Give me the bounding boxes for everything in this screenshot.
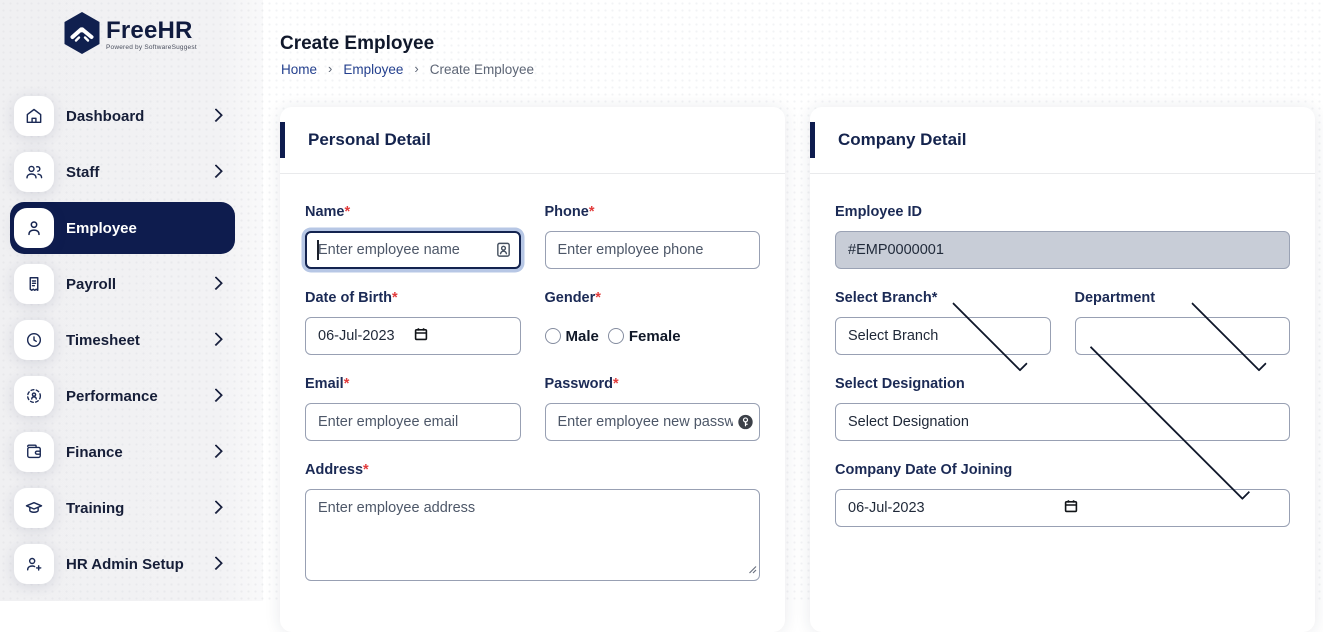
chevron-right-icon [208,388,224,403]
email-input[interactable] [305,403,521,441]
required-asterisk: * [363,462,369,478]
dob-label: Date of Birth* [305,290,398,306]
breadcrumb-separator: › [414,61,419,76]
clock-icon [14,320,54,360]
personal-detail-title: Personal Detail [308,130,431,149]
personal-detail-card: Personal Detail Name* Phone* [280,107,785,632]
sidebar: FreeHR Powered by SoftwareSuggest Dashbo… [0,0,263,601]
sidebar-item-payroll[interactable]: Payroll [0,256,263,312]
freehr-hexagon-handshake-icon [62,11,102,60]
sidebar-item-label: Payroll [66,275,117,293]
breadcrumb-home[interactable]: Home [281,62,318,77]
required-asterisk: * [613,376,619,392]
branch-label: Select Branch* [835,290,938,306]
sidebar-item-label: Staff [66,163,100,181]
company-detail-card: Company Detail Employee ID Select Branch… [810,107,1315,632]
email-label: Email* [305,376,350,392]
designation-label: Select Designation [835,376,965,392]
receipt-icon [14,264,54,304]
sidebar-item-finance[interactable]: Finance [0,424,263,480]
gender-label: Gender* [544,290,601,306]
joining-date-input[interactable]: 06-Jul-2023 [835,489,1290,527]
chevron-down-icon [951,295,1028,371]
password-key-icon[interactable] [737,414,754,431]
personal-detail-header: Personal Detail [280,107,785,174]
sidebar-item-staff[interactable]: Staff [0,144,263,200]
sidebar-item-label: Dashboard [66,107,145,125]
password-label: Password* [544,376,619,392]
chevron-down-icon [1191,295,1267,371]
chevron-right-icon [208,276,224,291]
sidebar-item-label: Performance [66,387,158,405]
gender-radio-group: Male Female [544,317,761,355]
chevron-right-icon [208,164,224,179]
breadcrumb-separator: › [328,61,333,76]
designation-select[interactable]: Select Designation [835,339,1290,500]
department-label: Department [1074,290,1156,306]
address-label: Address* [305,462,369,478]
sidebar-item-hr-admin-setup[interactable]: HR Admin Setup [0,536,263,592]
calendar-icon[interactable] [1063,498,1278,518]
sidebar-item-label: Finance [66,443,123,461]
breadcrumb-current: Create Employee [429,62,535,77]
name-input[interactable] [305,231,521,269]
chevron-right-icon [208,108,224,123]
female-radio[interactable] [607,328,624,344]
calendar-icon[interactable] [413,326,508,346]
dob-date-input[interactable]: 06-Jul-2023 [305,317,521,355]
phone-input[interactable] [544,231,760,269]
brand-name: FreeHR [106,17,193,45]
branch-select[interactable]: Select Branch [835,295,1051,371]
sidebar-item-dashboard[interactable]: Dashboard [0,88,263,144]
person-icon [14,208,54,248]
required-asterisk: * [588,204,595,220]
chevron-right-icon [208,332,224,347]
person-plus-icon [14,544,54,584]
page-title: Create Employee [280,33,435,54]
brand-tagline: Powered by SoftwareSuggest [106,44,197,52]
sidebar-item-label: Training [66,499,125,517]
joining-date-label: Company Date Of Joining [835,462,1013,478]
sidebar-item-performance[interactable]: Performance [0,368,263,424]
wallet-icon [14,432,54,472]
employee-id-input [835,231,1290,269]
required-asterisk: * [343,376,350,392]
employee-id-label: Employee ID [835,204,923,220]
company-detail-header: Company Detail [810,107,1315,174]
password-input[interactable] [544,403,760,441]
address-textarea[interactable] [305,489,760,581]
sidebar-item-label: Timesheet [66,331,140,349]
sidebar-item-timesheet[interactable]: Timesheet [0,312,263,368]
sidebar-menu: Dashboard Staff Employee [0,88,263,592]
graduation-cap-icon [14,488,54,528]
sidebar-item-employee[interactable]: Employee [0,200,263,256]
text-caret [317,240,319,260]
required-asterisk: * [392,290,398,306]
required-asterisk: * [931,290,938,306]
name-label: Name* [305,204,351,220]
phone-label: Phone* [544,204,595,220]
home-icon [14,96,54,136]
breadcrumb: Home › Employee › Create Employee [281,61,535,77]
contact-autofill-icon[interactable] [495,241,512,259]
department-select[interactable] [1074,295,1290,371]
chevron-right-icon [208,444,224,459]
sidebar-item-label: Employee [66,219,137,237]
people-icon [14,152,54,192]
chevron-right-icon [208,500,224,515]
male-radio-label: Male [565,327,599,345]
target-icon [14,376,54,416]
required-asterisk: * [595,290,601,306]
breadcrumb-employee[interactable]: Employee [343,62,404,77]
sidebar-item-training[interactable]: Training [0,480,263,536]
male-radio[interactable] [544,328,561,344]
sidebar-item-label: HR Admin Setup [66,555,184,573]
required-asterisk: * [344,204,351,220]
chevron-right-icon [208,556,224,571]
female-radio-label: Female [628,327,681,345]
brand-logo[interactable]: FreeHR Powered by SoftwareSuggest [62,11,197,60]
company-detail-title: Company Detail [838,130,967,149]
